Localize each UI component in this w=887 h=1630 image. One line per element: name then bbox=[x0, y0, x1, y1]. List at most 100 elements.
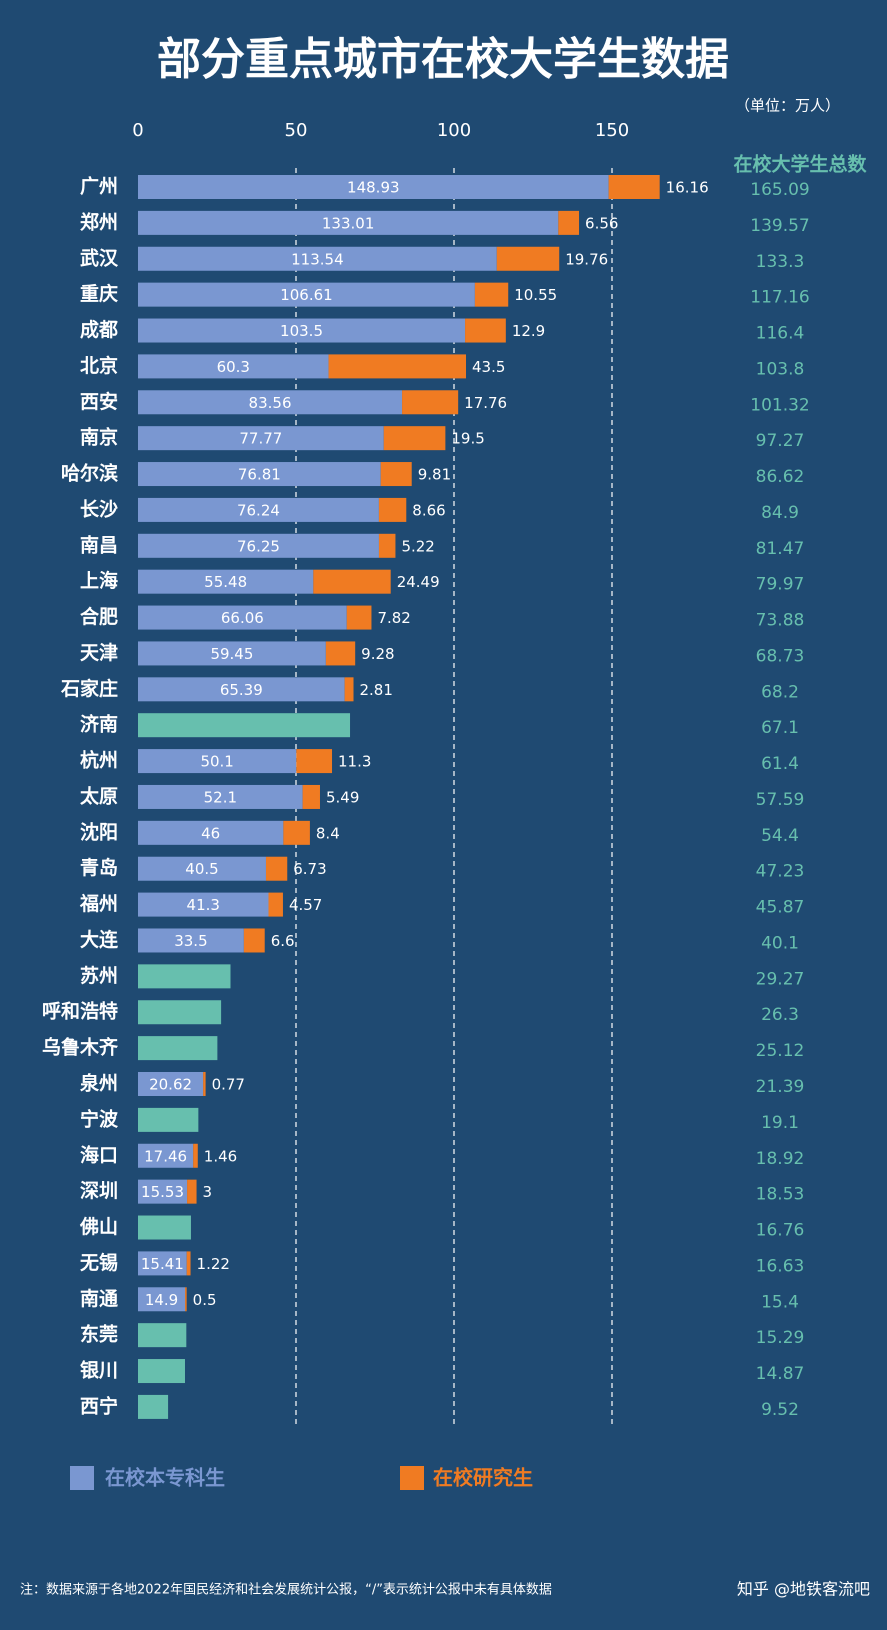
total-label: 57.59 bbox=[756, 790, 805, 810]
legend-swatch bbox=[400, 1466, 424, 1490]
y-tick-label: 乌鲁木齐 bbox=[42, 1036, 119, 1059]
y-tick-label: 济南 bbox=[80, 713, 118, 736]
bar-segment bbox=[302, 784, 320, 809]
y-tick-label: 佛山 bbox=[79, 1215, 118, 1238]
value-label: 3 bbox=[203, 1183, 213, 1201]
total-label: 29.27 bbox=[756, 969, 805, 989]
y-tick-label: 天津 bbox=[80, 641, 118, 664]
total-label: 68.2 bbox=[761, 682, 799, 702]
value-label: 50.1 bbox=[200, 753, 233, 771]
value-label: 17.46 bbox=[144, 1147, 187, 1165]
note: 注：数据来源于各地2022年国民经济和社会发展统计公报，“/”表示统计公报中未有… bbox=[20, 1582, 552, 1598]
y-tick-label: 苏州 bbox=[80, 964, 118, 987]
value-label: 15.41 bbox=[141, 1255, 184, 1273]
bar-segment bbox=[138, 569, 314, 594]
total-label: 16.63 bbox=[756, 1256, 805, 1276]
value-label: 15.53 bbox=[141, 1183, 184, 1201]
bar-segment bbox=[346, 605, 372, 630]
value-label: 76.81 bbox=[238, 466, 281, 484]
value-label: 103.5 bbox=[280, 322, 323, 340]
bar-segment bbox=[138, 533, 379, 558]
bar-segment bbox=[243, 928, 265, 953]
y-tick-label: 成都 bbox=[80, 318, 118, 341]
value-label: 20.62 bbox=[149, 1076, 192, 1094]
total-label: 165.09 bbox=[750, 180, 809, 200]
y-tick-label: 西宁 bbox=[80, 1394, 118, 1417]
y-tick-label: 上海 bbox=[80, 569, 118, 592]
total-label: 40.1 bbox=[761, 933, 799, 953]
y-tick-label: 海口 bbox=[80, 1143, 118, 1166]
bar-segment bbox=[268, 892, 283, 917]
y-tick-label: 重庆 bbox=[80, 282, 118, 305]
bar bbox=[138, 1215, 191, 1240]
bar-segment bbox=[138, 605, 347, 630]
bar bbox=[138, 1394, 169, 1419]
value-label: 7.82 bbox=[377, 609, 410, 627]
y-tick-label: 南通 bbox=[80, 1288, 119, 1310]
y-tick-label: 青岛 bbox=[80, 856, 118, 879]
value-label: 16.16 bbox=[666, 179, 709, 197]
bar bbox=[138, 1107, 199, 1132]
y-tick-label: 哈尔滨 bbox=[61, 462, 118, 485]
bar-segment bbox=[378, 497, 407, 522]
total-label: 103.8 bbox=[756, 359, 805, 379]
bar-segment bbox=[193, 1143, 198, 1168]
bar-segment bbox=[138, 820, 284, 845]
y-tick-label: 长沙 bbox=[80, 498, 118, 520]
y-tick-label: 石家庄 bbox=[60, 677, 118, 700]
total-label: 21.39 bbox=[756, 1077, 805, 1097]
bar-segment bbox=[138, 749, 297, 774]
total-label: 15.4 bbox=[761, 1292, 799, 1312]
bar bbox=[138, 1000, 222, 1025]
y-tick-label: 南京 bbox=[80, 426, 118, 449]
bar-segment bbox=[296, 749, 333, 774]
y-tick-label: 太原 bbox=[80, 784, 118, 807]
value-label: 0.5 bbox=[193, 1291, 217, 1309]
y-tick-label: 武汉 bbox=[80, 247, 119, 269]
value-label: 24.49 bbox=[397, 573, 440, 591]
total-label: 67.1 bbox=[761, 718, 799, 738]
bar-segment bbox=[380, 462, 412, 487]
y-tick-label: 泉州 bbox=[79, 1072, 118, 1095]
x-tick-label: 50 bbox=[285, 120, 308, 141]
bar-segment bbox=[185, 1287, 187, 1312]
bar-segment bbox=[474, 282, 509, 307]
value-label: 1.46 bbox=[204, 1147, 237, 1165]
value-label: 41.3 bbox=[187, 896, 220, 914]
value-label: 5.49 bbox=[326, 788, 359, 806]
value-label: 9.28 bbox=[361, 645, 394, 663]
bar bbox=[138, 713, 351, 738]
total-label: 47.23 bbox=[756, 862, 805, 882]
bar-segment bbox=[402, 390, 459, 415]
bar-segment bbox=[138, 210, 559, 235]
bar-segment bbox=[283, 820, 310, 845]
y-tick-label: 西安 bbox=[80, 390, 118, 413]
legend-label: 在校研究生 bbox=[433, 1466, 533, 1490]
value-label: 6.6 bbox=[271, 932, 295, 950]
total-label: 25.12 bbox=[756, 1041, 805, 1061]
bar-segment bbox=[138, 462, 381, 487]
legend-swatch bbox=[70, 1466, 94, 1490]
bar-segment bbox=[138, 1251, 187, 1276]
total-label: 84.9 bbox=[761, 503, 799, 523]
bar-segment bbox=[138, 175, 609, 199]
value-label: 12.9 bbox=[512, 322, 545, 340]
bar-segment bbox=[138, 784, 303, 809]
bar-segment bbox=[138, 390, 403, 415]
value-label: 148.93 bbox=[347, 179, 400, 197]
total-label: 18.53 bbox=[756, 1185, 805, 1205]
bar-segment bbox=[203, 1072, 206, 1096]
bar-segment bbox=[383, 426, 446, 451]
value-label: 10.55 bbox=[514, 286, 557, 304]
y-tick-label: 宁波 bbox=[80, 1107, 119, 1130]
value-label: 40.5 bbox=[185, 860, 218, 878]
bar-segment bbox=[186, 1251, 191, 1276]
value-label: 77.77 bbox=[239, 430, 282, 448]
value-label: 76.24 bbox=[237, 501, 280, 519]
unit-label: （单位：万人） bbox=[735, 97, 840, 115]
value-label: 1.22 bbox=[197, 1255, 230, 1273]
bar-segment bbox=[558, 210, 580, 235]
bar-segment bbox=[138, 641, 326, 666]
value-label: 55.48 bbox=[204, 573, 247, 591]
total-label: 54.4 bbox=[761, 826, 799, 846]
